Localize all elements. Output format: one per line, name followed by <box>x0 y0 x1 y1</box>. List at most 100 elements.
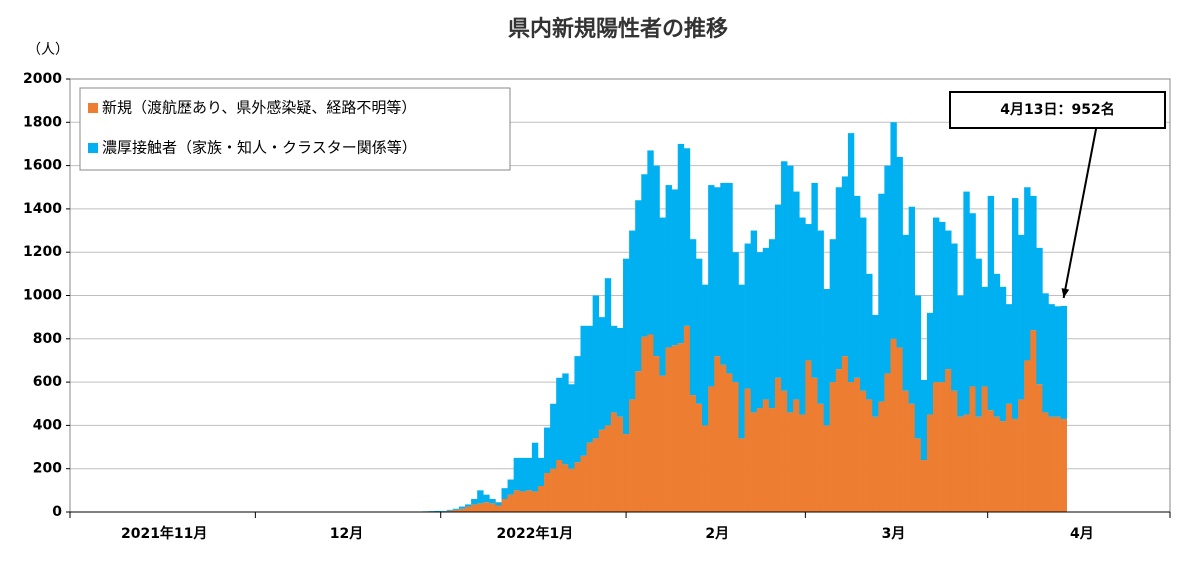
bar-segment <box>1036 247 1043 385</box>
x-tick-label: 3月 <box>882 526 906 542</box>
bar-segment <box>774 377 782 512</box>
bar-segment <box>1030 195 1037 331</box>
bar-segment <box>458 508 466 512</box>
bar-segment <box>908 403 916 512</box>
bar-segment <box>969 386 976 512</box>
y-tick-label: 1000 <box>23 288 62 304</box>
bar-segment <box>951 243 958 391</box>
bar-segment <box>902 234 909 391</box>
bar-segment <box>531 442 539 492</box>
bar-segment <box>908 206 916 404</box>
bar-segment <box>1042 293 1049 413</box>
bar-segment <box>471 499 478 505</box>
bar-segment <box>659 217 666 376</box>
bar-segment <box>495 505 502 512</box>
bar-segment <box>896 347 903 512</box>
bar-segment <box>1036 384 1043 512</box>
bar-segment <box>489 503 496 512</box>
bar-segment <box>896 156 903 348</box>
bar-segment <box>671 189 679 346</box>
bar-segment <box>817 403 824 512</box>
bar-segment <box>598 429 606 512</box>
y-tick-label: 1600 <box>23 158 62 174</box>
bar-segment <box>525 490 533 512</box>
bar-segment <box>544 427 551 474</box>
bar-segment <box>835 187 843 370</box>
y-unit: （人） <box>27 42 69 58</box>
bar-segment <box>537 457 545 487</box>
bar-segment <box>835 369 843 512</box>
bar-segment <box>1018 234 1025 400</box>
bar-segment <box>562 464 569 512</box>
bar-segment <box>641 174 648 337</box>
bar-segment <box>1048 304 1055 417</box>
bar-segment <box>787 165 794 413</box>
y-tick-label: 1800 <box>23 114 62 130</box>
bar-segment <box>762 247 770 400</box>
legend-label: 新規（渡航歴あり、県外感染疑、経路不明等） <box>102 99 416 117</box>
bar-segment <box>999 421 1007 512</box>
legend-swatch <box>88 143 98 153</box>
bar-segment <box>452 509 460 512</box>
bar-segment <box>957 416 964 512</box>
bar-segment <box>902 390 909 512</box>
bar-segment <box>1005 403 1013 512</box>
bar-segment <box>458 506 466 509</box>
bar-segment <box>945 230 952 370</box>
y-tick-label: 2000 <box>23 71 62 87</box>
bar-segment <box>647 334 654 512</box>
bar-segment <box>562 373 569 465</box>
bar-segment <box>847 382 855 512</box>
bar-segment <box>1011 418 1019 512</box>
bar-segment <box>1024 360 1031 512</box>
axes: 0 200 400 600 800 1000 1200 1400 1600 1800 2000 202… <box>23 71 1171 542</box>
annotation-text: 4月13日：952名 <box>1000 101 1114 118</box>
bar-segment <box>975 258 982 417</box>
bar-segment <box>495 502 502 506</box>
bar-segment <box>720 364 727 512</box>
bar-segment <box>987 410 995 512</box>
bar-segment <box>823 289 830 426</box>
bar-segment <box>726 373 733 512</box>
bar-segment <box>531 491 539 512</box>
bar-segment <box>781 161 788 391</box>
bar-segment <box>586 442 593 512</box>
bar-segment <box>811 182 818 378</box>
bar-segment <box>884 373 891 512</box>
bar-segment <box>993 416 1001 512</box>
bar-segment <box>817 230 824 404</box>
bar-segment <box>914 295 922 439</box>
bar-segment <box>1005 304 1013 404</box>
bar-segment <box>774 204 782 378</box>
bar-segment <box>762 399 770 512</box>
bar-segment <box>1060 418 1067 512</box>
bar-segment <box>465 506 472 512</box>
bar-segment <box>939 221 946 383</box>
bar-segment <box>878 193 885 402</box>
bar-segment <box>829 239 837 383</box>
bar-segment <box>513 457 521 491</box>
bar-segment <box>580 455 587 512</box>
y-tick-label: 0 <box>52 504 62 520</box>
bar-segment <box>580 325 587 456</box>
bar-segment <box>1054 306 1061 417</box>
bar-segment <box>604 425 612 512</box>
bar-segment <box>799 217 806 415</box>
chart-title: 県内新規陽性者の推移 <box>508 16 728 42</box>
bar-segment <box>750 412 758 512</box>
bar-segment <box>841 356 849 512</box>
bar-segment <box>872 416 879 512</box>
bar-segment <box>1011 198 1019 419</box>
bar-segment <box>708 386 715 512</box>
bar-segment <box>477 503 484 512</box>
bar-segment <box>452 508 460 510</box>
bar-segment <box>635 371 642 512</box>
bar-segment <box>853 195 861 378</box>
bar-segment <box>750 230 758 413</box>
bar-segment <box>586 325 593 443</box>
bar-segment <box>805 224 812 361</box>
bar-segment <box>695 258 703 404</box>
bar-segment <box>465 504 472 507</box>
bar-segment <box>744 243 751 389</box>
x-tick-label: 2021年11月 <box>121 525 207 542</box>
